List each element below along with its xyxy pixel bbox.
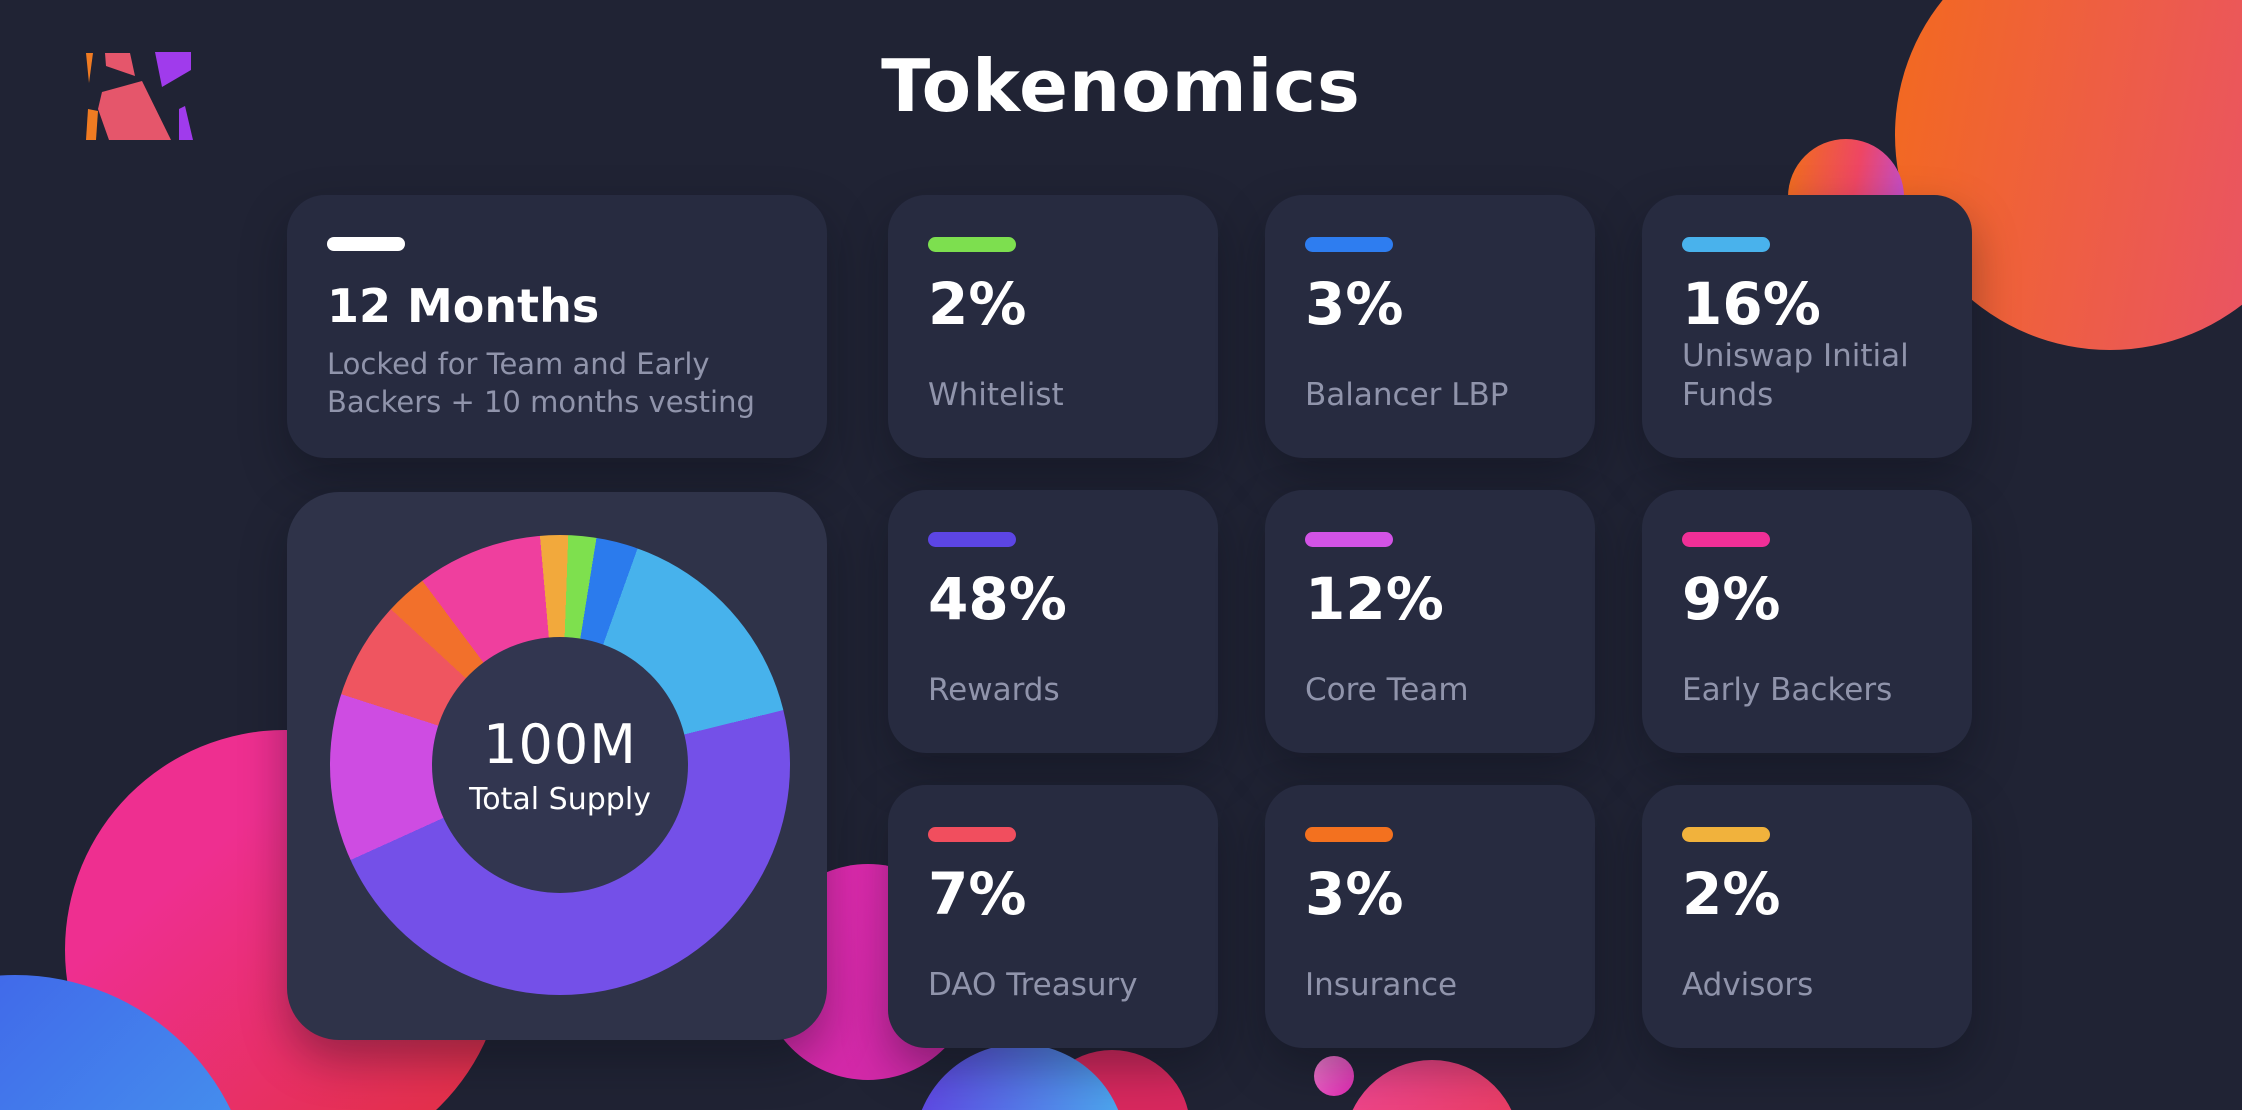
stat-label: Advisors <box>1682 967 1814 1004</box>
logo-shard-red-main <box>98 81 171 140</box>
stat-card-dao-treasury: 7% DAO Treasury <box>888 785 1218 1048</box>
circle-bottom-pink-red <box>1344 1060 1520 1110</box>
stat-label: Insurance <box>1305 967 1458 1004</box>
stat-value: 2% <box>928 270 1027 338</box>
stat-value: 9% <box>1682 565 1781 633</box>
donut-chart: 100M Total Supply <box>330 535 790 995</box>
stat-card-core-team: 12% Core Team <box>1265 490 1595 753</box>
stat-value: 3% <box>1305 270 1404 338</box>
stat-value: 3% <box>1305 860 1404 928</box>
stat-value: 16% <box>1682 270 1821 338</box>
donut-chart-card: 100M Total Supply <box>287 492 827 1040</box>
stat-label: Uniswap Initial Funds <box>1682 337 1909 414</box>
stat-label: Early Backers <box>1682 672 1893 709</box>
page-title: Tokenomics <box>881 44 1361 128</box>
stat-card-balancer: 3% Balancer LBP <box>1265 195 1595 458</box>
accent-bar-white <box>327 237 405 251</box>
stat-value: 48% <box>928 565 1067 633</box>
stat-card-uniswap: 16% Uniswap Initial Funds <box>1642 195 1972 458</box>
stat-card-insurance: 3% Insurance <box>1265 785 1595 1048</box>
logo-shard-purple-top <box>155 52 191 87</box>
lock-value: 12 Months <box>327 279 600 333</box>
accent-bar <box>928 237 1016 252</box>
stat-label: Core Team <box>1305 672 1469 709</box>
accent-bar <box>1305 237 1393 252</box>
lock-info-card: 12 Months Locked for Team and Early Back… <box>287 195 827 458</box>
stat-value: 12% <box>1305 565 1444 633</box>
accent-bar <box>1682 532 1770 547</box>
logo-shard-orange-top <box>86 53 93 83</box>
accent-bar <box>1682 827 1770 842</box>
stat-label: Rewards <box>928 672 1060 709</box>
accent-bar <box>1305 532 1393 547</box>
total-supply-value: 100M <box>483 713 637 776</box>
accent-bar <box>1682 237 1770 252</box>
logo-shard-red-top <box>105 53 135 76</box>
donut-hole: 100M Total Supply <box>432 637 688 893</box>
stat-card-early-backers: 9% Early Backers <box>1642 490 1972 753</box>
stat-value: 7% <box>928 860 1027 928</box>
logo-shard-orange-bottom <box>86 109 98 140</box>
total-supply-label: Total Supply <box>469 782 651 817</box>
stat-card-advisors: 2% Advisors <box>1642 785 1972 1048</box>
logo-shard-purple-bottom <box>179 106 193 140</box>
stat-label: DAO Treasury <box>928 967 1138 1004</box>
accent-bar <box>928 827 1016 842</box>
accent-bar <box>1305 827 1393 842</box>
stat-value: 2% <box>1682 860 1781 928</box>
stat-label: Balancer LBP <box>1305 377 1509 414</box>
brand-logo <box>86 52 193 140</box>
stat-card-whitelist: 2% Whitelist <box>888 195 1218 458</box>
lock-description: Locked for Team and Early Backers + 10 m… <box>327 347 755 420</box>
stat-card-rewards: 48% Rewards <box>888 490 1218 753</box>
circle-bottom-magenta-dot <box>1314 1056 1354 1096</box>
accent-bar <box>928 532 1016 547</box>
stat-label: Whitelist <box>928 377 1064 414</box>
